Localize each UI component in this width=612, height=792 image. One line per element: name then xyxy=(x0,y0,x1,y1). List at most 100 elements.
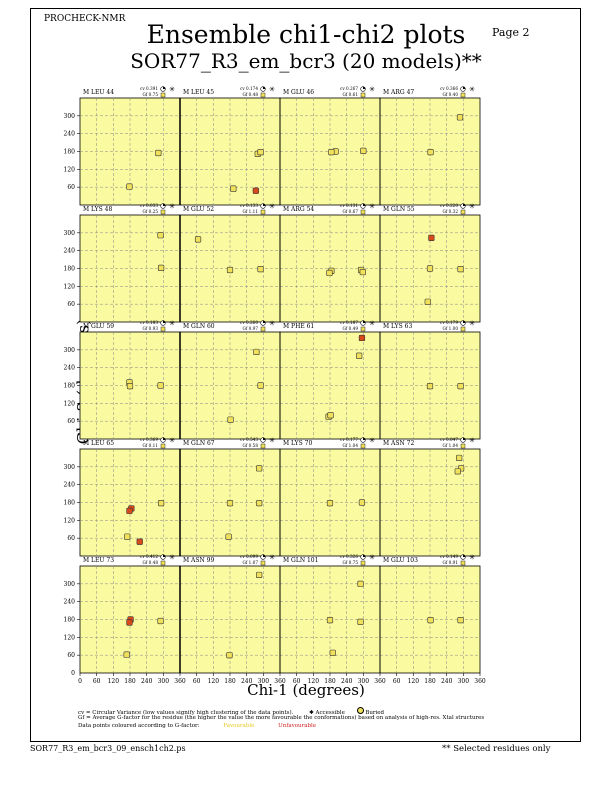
cv-fill-icon xyxy=(463,320,466,323)
data-point xyxy=(326,616,334,624)
cv-value: cv 0.174 xyxy=(240,86,258,91)
gf-swatch-icon xyxy=(260,92,266,98)
gf-value: Gf 0.40 xyxy=(442,92,458,97)
data-point xyxy=(359,268,366,276)
gf-swatch-icon xyxy=(360,209,366,215)
residue-label: M GLU 52 xyxy=(183,206,214,213)
data-point-unfavourable xyxy=(136,538,143,545)
cv-fill-icon xyxy=(363,203,366,206)
legend-line3: Data points coloured according to G-fact… xyxy=(78,723,317,729)
cv-fill-icon xyxy=(263,86,266,89)
data-point xyxy=(427,616,434,624)
data-point xyxy=(457,382,464,390)
gf-value: Gf 0.58 xyxy=(242,443,258,448)
data-point xyxy=(457,265,464,273)
data-point xyxy=(126,183,133,190)
residue-label: M GLN 55 xyxy=(383,206,415,213)
main-title: Ensemble chi1-chi2 plots xyxy=(146,20,466,49)
data-point xyxy=(230,185,237,192)
x-tick-label: 300 xyxy=(358,678,370,685)
cv-fill-icon xyxy=(263,554,266,557)
x-tick-label: 240 xyxy=(441,678,453,685)
residue-label: M ASN 72 xyxy=(383,440,414,447)
accessible-icon: ✳ xyxy=(469,437,475,445)
residue-label: M GLN 101 xyxy=(283,557,318,564)
data-point-unfavourable xyxy=(358,334,366,342)
y-tick-label: 300 xyxy=(64,113,76,120)
x-tick-label: 180 xyxy=(124,678,136,685)
favourable-label: Favourable xyxy=(223,723,255,729)
data-point xyxy=(157,382,164,389)
y-tick-label: 180 xyxy=(64,266,76,273)
data-point xyxy=(456,114,464,121)
accessible-label: Accessible xyxy=(315,710,345,716)
x-tick-label: 0 xyxy=(78,678,82,685)
cv-fill-icon xyxy=(463,437,466,440)
data-point xyxy=(157,232,164,239)
x-tick-label: 300 xyxy=(158,678,170,685)
residue-label: M ARG 54 xyxy=(283,206,314,213)
gf-value: Gf 0.25 xyxy=(142,209,158,214)
x-tick-label: 360 xyxy=(374,678,386,685)
residue-label: M LYS 63 xyxy=(383,323,412,330)
cv-fill-icon xyxy=(363,437,366,440)
data-point xyxy=(157,617,164,625)
x-tick-label: 180 xyxy=(424,678,436,685)
data-point xyxy=(158,264,165,272)
data-point xyxy=(155,149,162,157)
cv-value: cv 0.412 xyxy=(140,554,158,559)
data-point xyxy=(454,468,461,475)
data-point xyxy=(227,416,234,423)
cv-value: cv 0.131 xyxy=(340,203,358,208)
gf-swatch-icon xyxy=(160,326,166,332)
accessible-icon: ✳ xyxy=(169,320,175,328)
x-tick-label: 120 xyxy=(308,678,320,685)
gf-value: Gf 1.00 xyxy=(442,326,458,331)
gf-value: Gf 0.48 xyxy=(142,560,158,565)
gf-swatch-icon xyxy=(460,443,466,449)
y-tick-label: 240 xyxy=(64,248,76,255)
gf-swatch-icon xyxy=(360,92,366,98)
data-point xyxy=(327,412,334,419)
cv-value: cv 0.366 xyxy=(440,86,458,91)
gf-value: Gf 0.61 xyxy=(342,92,358,97)
cv-value: cv 0.369 xyxy=(140,437,158,442)
unfavourable-label: Unfavourable xyxy=(278,723,317,729)
gf-swatch-icon xyxy=(260,443,266,449)
accessible-icon: ✳ xyxy=(269,320,275,328)
cv-value: cv 0.179 xyxy=(440,320,458,325)
accessible-icon: ✳ xyxy=(369,86,375,94)
legend-line1: cv = Circular Variance (low values signi… xyxy=(78,707,384,716)
gf-value: Gf 1.11 xyxy=(242,209,258,214)
y-tick-label: 300 xyxy=(64,347,76,354)
data-point-unfavourable xyxy=(252,187,259,194)
residue-label: M GLN 67 xyxy=(183,440,215,447)
gf-value: Gf 0.48 xyxy=(242,92,258,97)
cv-value: cv 0.183 xyxy=(140,320,158,325)
x-tick-label: 60 xyxy=(293,678,301,685)
data-point xyxy=(360,147,367,155)
data-point xyxy=(326,499,334,507)
cv-fill-icon xyxy=(363,554,366,557)
gf-value: Gf 0.91 xyxy=(442,560,458,565)
cv-fill-icon xyxy=(163,320,166,323)
gf-swatch-icon xyxy=(160,209,166,215)
accessible-icon: ✳ xyxy=(169,437,175,445)
gf-value: Gf 0.75 xyxy=(342,560,358,565)
x-tick-label: 360 xyxy=(474,678,486,685)
accessible-icon: ✳ xyxy=(269,554,275,562)
residue-label: M PHE 61 xyxy=(283,323,314,330)
data-point xyxy=(427,148,434,156)
gf-value: Gf 0.11 xyxy=(142,443,158,448)
x-tick-label: 60 xyxy=(393,678,401,685)
accessible-icon: ✳ xyxy=(369,554,375,562)
residue-label: M LYS 70 xyxy=(283,440,312,447)
data-point xyxy=(426,265,434,272)
data-point xyxy=(257,265,264,273)
gf-swatch-icon xyxy=(260,209,266,215)
data-point xyxy=(226,266,234,274)
gf-value: Gf 0.75 xyxy=(142,92,158,97)
y-tick-label: 300 xyxy=(64,230,76,237)
data-point-unfavourable xyxy=(126,619,133,626)
